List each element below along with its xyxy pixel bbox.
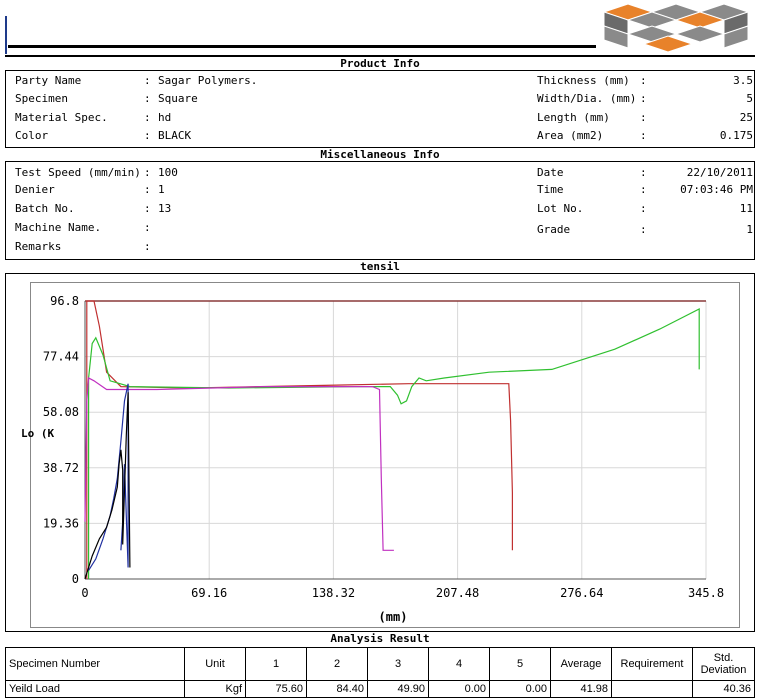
column-header: Unit xyxy=(184,647,246,681)
analysis-table: Specimen Number Unit 1 2 3 4 5 Average R… xyxy=(5,647,755,698)
denier-label: Denier xyxy=(15,183,55,196)
time-label: Time xyxy=(537,183,564,196)
party-name-value: Sagar Polymers. xyxy=(158,74,258,87)
colon: : xyxy=(144,74,151,87)
column-header: 1 xyxy=(245,647,307,681)
colon: : xyxy=(640,223,647,236)
table-cell: Yeild Load xyxy=(5,680,185,698)
colon: : xyxy=(640,183,647,196)
colon: : xyxy=(640,92,647,105)
column-header: 4 xyxy=(428,647,490,681)
misc-info-header: Miscellaneous Info xyxy=(5,147,755,162)
colon: : xyxy=(144,129,151,142)
colon: : xyxy=(640,202,647,215)
test-speed-label: Test Speed (mm/min) xyxy=(15,166,141,179)
product-info-header: Product Info xyxy=(5,56,755,71)
colon: : xyxy=(640,74,647,87)
denier-value: 1 xyxy=(158,183,165,196)
date-label: Date xyxy=(537,166,564,179)
lot-no-value: 11 xyxy=(739,202,753,215)
batch-no-value: 13 xyxy=(158,202,172,215)
color-value: BLACK xyxy=(158,129,192,142)
colon: : xyxy=(144,183,151,196)
report-frame xyxy=(5,55,755,698)
company-logo xyxy=(604,3,750,52)
batch-no-label: Batch No. xyxy=(15,202,75,215)
area-value: 0.175 xyxy=(719,129,753,142)
table-cell: 84.40 xyxy=(306,680,368,698)
thickness-label: Thickness (mm) xyxy=(537,74,630,87)
analysis-header: Analysis Result xyxy=(5,631,755,647)
length-value: 25 xyxy=(739,111,753,124)
remarks-label: Remarks xyxy=(15,240,62,253)
test-speed-value: 100 xyxy=(158,166,178,179)
colon: : xyxy=(144,240,151,253)
table-cell: 0.00 xyxy=(489,680,551,698)
specimen-value: Square xyxy=(158,92,198,105)
colon: : xyxy=(640,166,647,179)
table-cell: 75.60 xyxy=(245,680,307,698)
colon: : xyxy=(144,111,151,124)
colon: : xyxy=(640,129,647,142)
grade-value: 1 xyxy=(746,223,753,236)
column-header: 3 xyxy=(367,647,429,681)
colon: : xyxy=(144,221,151,234)
colon: : xyxy=(144,166,151,179)
colon: : xyxy=(144,202,151,215)
chart-frame xyxy=(30,282,740,628)
header-accent xyxy=(5,16,7,54)
date-value: 22/10/2011 xyxy=(686,166,753,179)
column-header: 2 xyxy=(306,647,368,681)
column-header: Specimen Number xyxy=(5,647,185,681)
colon: : xyxy=(144,92,151,105)
specimen-label: Specimen xyxy=(15,92,68,105)
table-cell: Kgf xyxy=(184,680,246,698)
chart-section-header: tensil xyxy=(5,259,755,274)
width-label: Width/Dia. (mm) xyxy=(537,92,637,105)
table-cell: 0.00 xyxy=(428,680,490,698)
table-header-row: Specimen Number Unit 1 2 3 4 5 Average R… xyxy=(5,647,755,681)
table-cell xyxy=(611,680,693,698)
machine-name-label: Machine Name. xyxy=(15,221,102,234)
material-spec-value: hd xyxy=(158,111,172,124)
material-spec-label: Material Spec. xyxy=(15,111,108,124)
table-cell: 49.90 xyxy=(367,680,429,698)
colon: : xyxy=(640,111,647,124)
table-cell: 41.98 xyxy=(550,680,612,698)
table-cell: 40.36 xyxy=(692,680,755,698)
column-header: Average xyxy=(550,647,612,681)
grade-label: Grade xyxy=(537,223,571,236)
column-header: Std. Deviation xyxy=(692,647,755,681)
lot-no-label: Lot No. xyxy=(537,202,584,215)
color-label: Color xyxy=(15,129,49,142)
thickness-value: 3.5 xyxy=(733,74,753,87)
length-label: Length (mm) xyxy=(537,111,610,124)
area-label: Area (mm2) xyxy=(537,129,604,142)
time-value: 07:03:46 PM xyxy=(680,183,753,196)
header-rule xyxy=(8,45,596,48)
column-header: 5 xyxy=(489,647,551,681)
party-name-label: Party Name xyxy=(15,74,82,87)
width-value: 5 xyxy=(746,92,753,105)
table-row: Yeild Load Kgf 75.60 84.40 49.90 0.00 0.… xyxy=(5,680,755,698)
column-header: Requirement xyxy=(611,647,693,681)
